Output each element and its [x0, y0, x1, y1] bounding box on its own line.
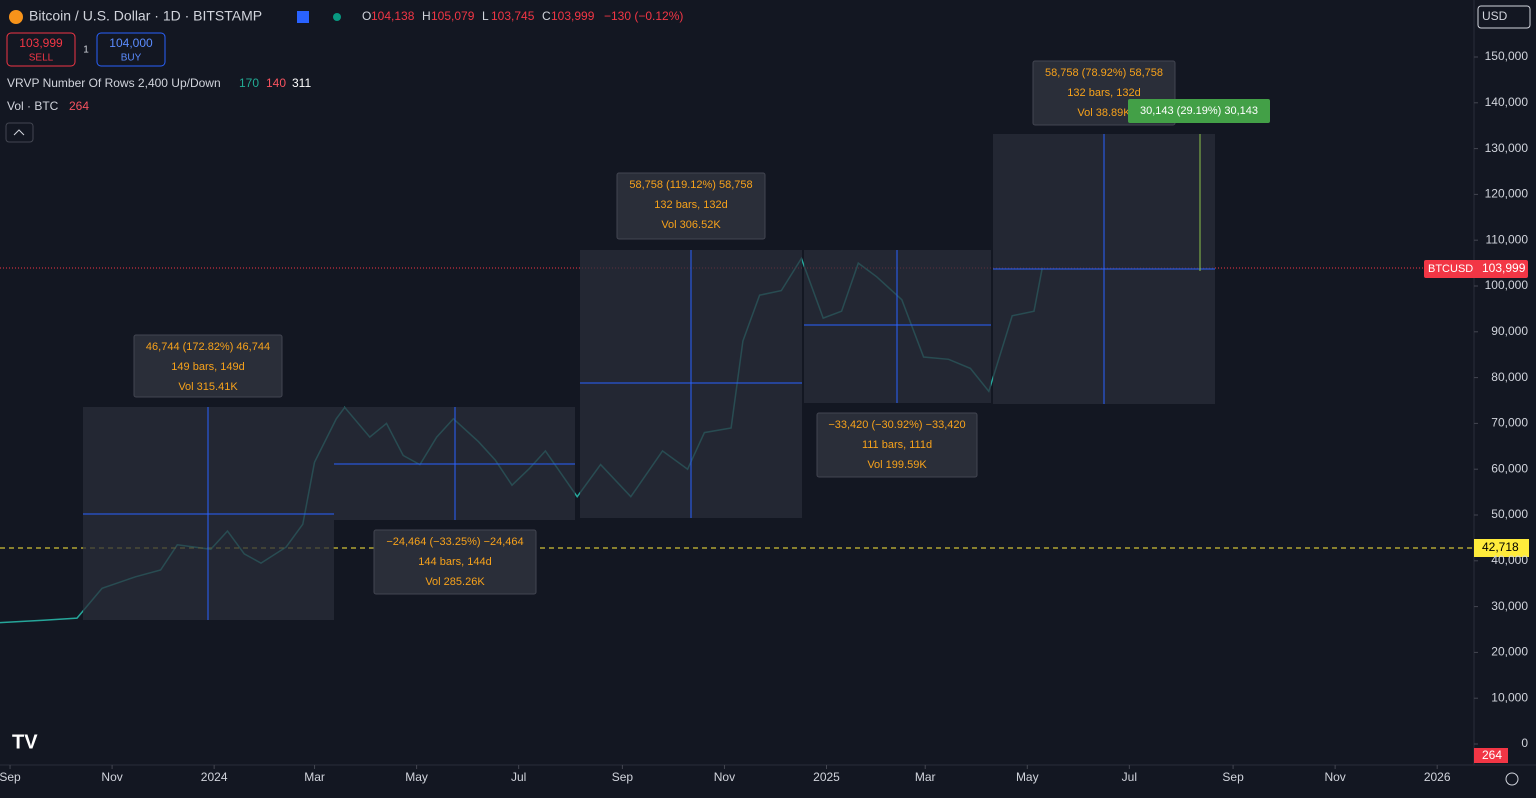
y-tick-label: 60,000	[1491, 461, 1528, 475]
vrvp-down: 140	[266, 76, 286, 90]
x-tick-label: Jul	[511, 770, 526, 784]
sell-label: SELL	[29, 53, 54, 64]
ohlc-key: O	[362, 9, 371, 23]
buy-label: BUY	[121, 53, 142, 64]
measure-text: 58,758 (78.92%) 58,758	[1045, 67, 1163, 79]
sell-button[interactable]	[6, 32, 76, 67]
y-tick-label: 140,000	[1485, 95, 1529, 109]
y-tick-label: 40,000	[1491, 553, 1528, 567]
last-price: 103,999	[1482, 261, 1526, 275]
target-text: 30,143 (29.19%) 30,143	[1140, 105, 1258, 117]
x-tick-label: May	[1016, 770, 1039, 784]
vrvp-total: 311	[292, 76, 311, 90]
measure-text: 58,758 (119.12%) 58,758	[629, 179, 752, 191]
y-tick-label: 110,000	[1486, 232, 1529, 246]
ohlc-key: L	[482, 9, 489, 23]
ohlc-key: H	[422, 9, 431, 23]
status	[333, 13, 341, 21]
change: −130 (−0.12%)	[604, 9, 683, 23]
buy-price: 104,000	[109, 36, 153, 50]
x-tick-label: 2024	[201, 770, 228, 784]
vol-label: Vol · BTC	[7, 99, 59, 113]
measure-text: 46,744 (172.82%) 46,744	[146, 341, 270, 353]
y-tick-label: 50,000	[1491, 507, 1528, 521]
measure-text: Vol 38.89K	[1077, 107, 1131, 119]
x-tick-label: May	[405, 770, 428, 784]
settings[interactable]	[1505, 772, 1519, 786]
measure-label-box	[373, 529, 537, 595]
ohlc: O 104,138 H 105,079 L 103,745 C 103,999	[362, 9, 595, 23]
ohlc-value: 103,745	[491, 9, 535, 23]
measure-text: Vol 315.41K	[178, 381, 238, 393]
level-value: 42,718	[1482, 540, 1519, 554]
x-tick-label: Sep	[0, 770, 21, 784]
target-label-box	[1128, 99, 1270, 123]
x-tick-label: Jul	[1122, 770, 1137, 784]
y-tick-label: 130,000	[1485, 141, 1529, 155]
currency: USD	[1482, 9, 1508, 23]
vrvp-up: 170	[239, 76, 259, 90]
measure-label-box	[816, 412, 978, 478]
level-tag	[1474, 539, 1529, 557]
x-tick-label: 2025	[813, 770, 840, 784]
measure-text: 144 bars, 144d	[418, 556, 491, 568]
ohlc-value: 103,999	[551, 9, 595, 23]
measure-label-box	[616, 172, 766, 240]
measure-text: 132 bars, 132d	[1067, 87, 1140, 99]
x-tick-label: Nov	[101, 770, 122, 784]
sell-price: 103,999	[19, 36, 63, 50]
ohlc-value: 105,079	[431, 9, 475, 23]
vol-value: 264	[69, 99, 89, 113]
coin-icon	[9, 10, 23, 24]
ohlc-key: C	[542, 9, 551, 23]
measure-text: −33,420 (−30.92%) −33,420	[828, 419, 965, 431]
y-tick-label: 0	[1521, 736, 1528, 750]
symbol: Bitcoin / U.S. Dollar · 1D · BITSTAMP	[29, 8, 262, 24]
x-tick-label: Mar	[304, 770, 325, 784]
x-tick-label: 2026	[1424, 770, 1451, 784]
measure-text: Vol 199.59K	[867, 459, 927, 471]
measure-text: −24,464 (−33.25%) −24,464	[386, 536, 523, 548]
flag[interactable]	[297, 11, 309, 23]
chevron	[13, 129, 25, 136]
measure-text: 111 bars, 111d	[862, 439, 932, 451]
symbol-tag: BTCUSD	[1428, 263, 1473, 275]
x-tick-label: Nov	[1324, 770, 1345, 784]
y-tick-label: 10,000	[1491, 690, 1528, 704]
y-tick-label: 80,000	[1491, 370, 1528, 384]
y-tick-label: 150,000	[1485, 49, 1529, 63]
y-tick-label: 30,000	[1491, 599, 1528, 613]
volume-tag	[1474, 748, 1508, 763]
y-tick-label: 100,000	[1485, 278, 1529, 292]
price-axis	[1474, 0, 1536, 793]
currency-button[interactable]	[1477, 5, 1531, 29]
y-tick-label: 120,000	[1485, 187, 1529, 201]
measure-label-box	[133, 334, 283, 398]
buy-button[interactable]	[96, 32, 166, 67]
y-tick-label: 70,000	[1491, 416, 1528, 430]
last-tag	[1424, 260, 1528, 278]
y-tick-label: 90,000	[1491, 324, 1528, 338]
vrvp: VRVP Number Of Rows 2,400 Up/Down	[7, 76, 221, 90]
measure-text: Vol 285.26K	[425, 576, 485, 588]
x-tick-label: Sep	[1222, 770, 1244, 784]
ohlc-value: 104,138	[371, 9, 415, 23]
measurements: 46,744 (172.82%) 46,744 149 bars, 149d Vol…	[83, 60, 1270, 620]
collapse-button[interactable]	[5, 122, 34, 143]
x-tick-label: Sep	[612, 770, 634, 784]
y-tick-label: 20,000	[1491, 645, 1528, 659]
measure-text: 149 bars, 149d	[171, 361, 244, 373]
logo: TV	[12, 731, 38, 753]
spread: 1	[83, 45, 89, 56]
x-tick-label: Mar	[915, 770, 936, 784]
volume-last: 264	[1482, 748, 1502, 762]
measure-text: 132 bars, 132d	[654, 199, 727, 211]
x-tick-label: Nov	[714, 770, 735, 784]
measure-text: Vol 306.52K	[661, 219, 721, 231]
